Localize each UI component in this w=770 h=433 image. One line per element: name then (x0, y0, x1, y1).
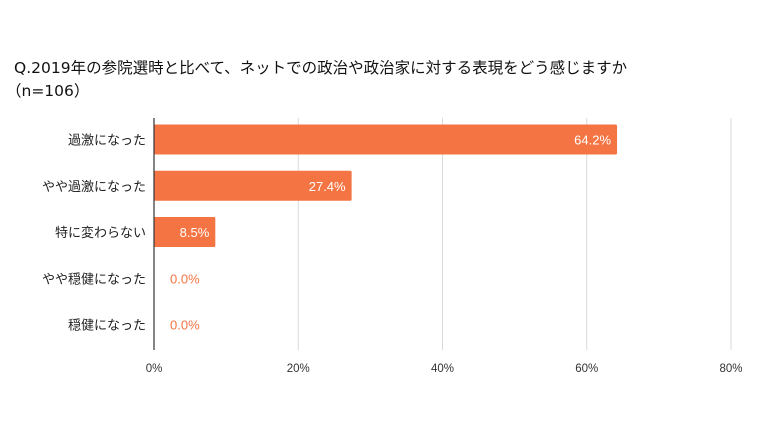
bar (154, 217, 216, 247)
chart-subtitle: （n=106） (6, 82, 89, 100)
x-tick-labels: 0% 20% 40% 60% 80% (146, 363, 743, 375)
data-label: 64.2% (574, 133, 611, 148)
x-tick-label: 80% (719, 363, 742, 375)
gridlines (297, 118, 732, 350)
x-tick-label: 0% (146, 363, 163, 375)
data-label: 8.5% (180, 225, 210, 240)
data-label: 27.4% (309, 179, 346, 194)
category-label: 過激になった (68, 134, 146, 149)
category-label: やや穏健になった (42, 272, 146, 287)
category-label: 穏健になった (68, 319, 146, 334)
bar (154, 170, 352, 201)
bar (154, 124, 618, 155)
category-label: やや過激になった (42, 180, 146, 195)
x-tick-label: 40% (431, 363, 454, 375)
category-label: 特に変わらない (55, 225, 146, 241)
data-labels: 64.2% 27.4% 8.5% 0.0% 0.0% (170, 133, 611, 333)
data-label: 0.0% (170, 318, 200, 333)
x-tick-label: 60% (575, 363, 598, 375)
x-tick-label: 20% (287, 363, 310, 375)
data-label: 0.0% (170, 271, 200, 286)
bars (154, 124, 618, 247)
chart-title: Q.2019年の参院選時と比べて、ネットでの政治や政治家に対する表現をどう感じま… (14, 58, 627, 77)
